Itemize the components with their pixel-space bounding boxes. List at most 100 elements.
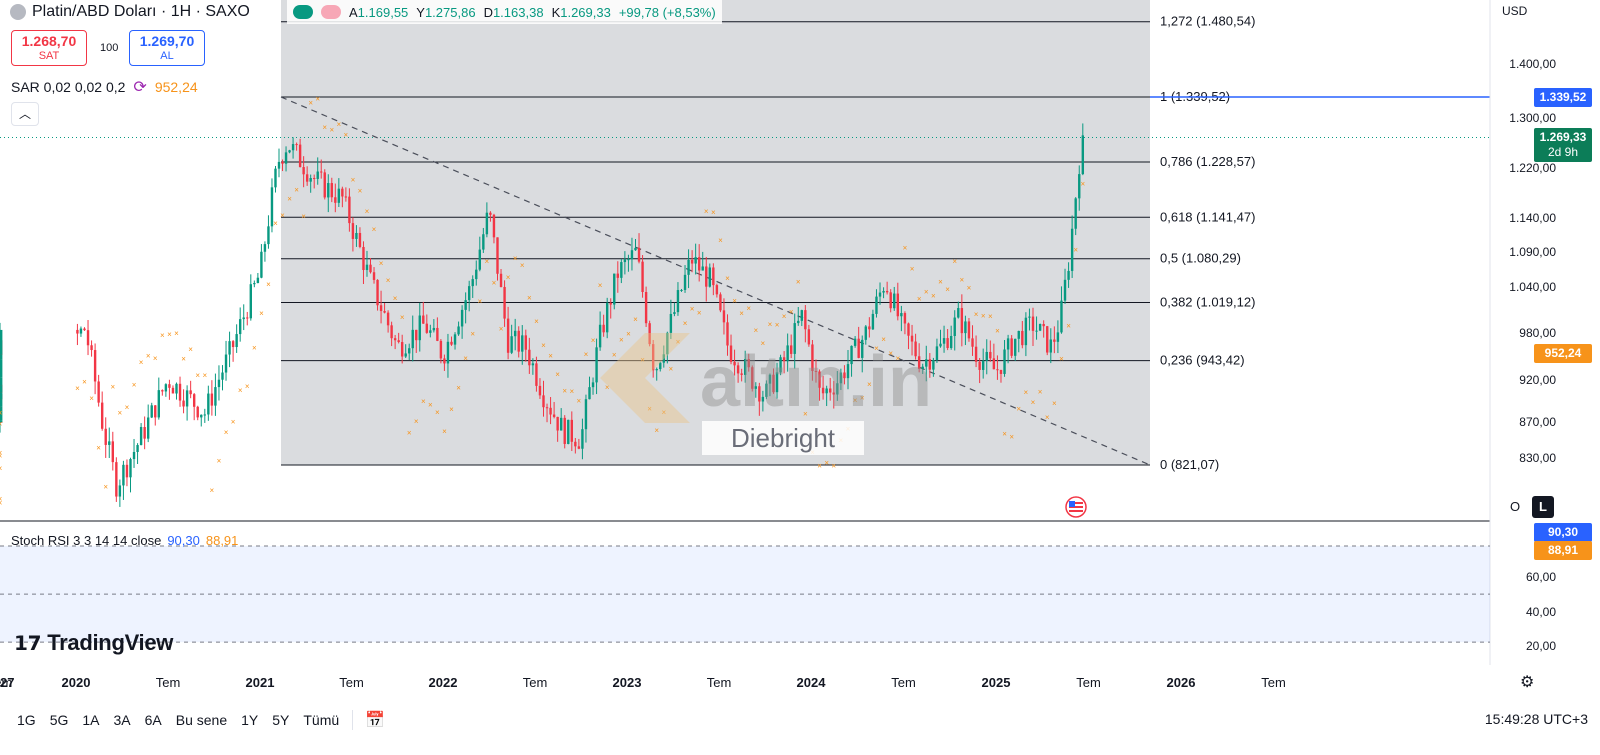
price-tick: 1.090,00: [1509, 245, 1556, 259]
sar-legend[interactable]: SAR 0,02 0,02 0,2 ⟳ 952,24: [11, 79, 198, 96]
range-button[interactable]: 6A: [144, 712, 162, 728]
candle-body: [320, 171, 323, 173]
rsi-tick: 60,00: [1526, 570, 1556, 584]
sync-icon[interactable]: ⟳: [133, 79, 147, 96]
candle-body: [253, 283, 256, 285]
candle-body: [210, 393, 214, 406]
candle-body: [740, 373, 743, 375]
candle-body: [383, 311, 386, 313]
sar-dot: ×: [259, 309, 264, 318]
candle-body: [1070, 228, 1074, 271]
clock[interactable]: 15:49:28 UTC+3: [1484, 711, 1588, 727]
sar-dot: ×: [739, 309, 744, 318]
ohlc-legend: A1.169,55 Y1.275,86 D1.163,38 K1.269,33 …: [287, 0, 722, 24]
sar-dot: ×: [210, 486, 215, 495]
collapse-legend-button[interactable]: ︿: [11, 102, 39, 126]
sar-dot: ×: [477, 297, 482, 306]
time-tick: Tem: [339, 675, 364, 690]
sar-dot: ×: [393, 294, 398, 303]
candle-body: [673, 312, 676, 314]
fibonacci-retracement[interactable]: 1,272 (1.480,54)1 (1.339,52)0,786 (1.228…: [281, 0, 1490, 472]
candle-body: [79, 328, 83, 334]
sell-button[interactable]: 1.268,70 SAT: [11, 30, 87, 66]
candle-body: [422, 315, 425, 324]
sar-dot: ×: [217, 457, 222, 466]
fib-label: 1,272 (1.480,54): [1160, 14, 1255, 29]
candle-body: [641, 261, 644, 292]
candle-body: [786, 345, 789, 362]
range-button[interactable]: 5Y: [272, 712, 290, 728]
trendline[interactable]: [280, 96, 1151, 466]
sar-dot: ×: [146, 351, 151, 360]
time-tick: 2022: [428, 675, 458, 690]
sar-dot: ×: [513, 254, 518, 263]
fib-label: 0 (821,07): [1160, 457, 1219, 472]
sar-dot: ×: [605, 383, 610, 392]
candle-body: [217, 379, 221, 388]
price-axis[interactable]: 1.400,00 1.300,00 1.220,00 1.140,00 1.090,00…: [1509, 57, 1556, 653]
sar-dot: ×: [351, 176, 356, 185]
candle-body: [415, 329, 418, 341]
sar-dot: ×: [661, 408, 666, 417]
candle-body: [864, 326, 867, 340]
us-flag-event-icon[interactable]: [1065, 496, 1087, 518]
range-button[interactable]: 3A: [113, 712, 131, 728]
candle-body: [168, 384, 171, 388]
candle-body: [939, 343, 942, 347]
chart-scale-toggle[interactable]: O: [1509, 499, 1521, 514]
range-button[interactable]: 1G: [17, 712, 36, 728]
symbol-title: Platin/ABD Doları · 1H · SAXO: [32, 3, 250, 20]
settings-icon[interactable]: ⚙: [1520, 674, 1535, 691]
candle-body: [443, 358, 446, 364]
tradingview-logo[interactable]: 𝟭𝟳 TradingView: [14, 630, 174, 655]
sar-dot: ×: [287, 194, 292, 203]
log-scale-toggle[interactable]: L: [1532, 496, 1554, 518]
candle-body: [570, 419, 573, 442]
candle-body: [609, 302, 612, 305]
candle-body: [348, 196, 351, 224]
currency-label[interactable]: USD: [1502, 4, 1528, 18]
calendar-icon[interactable]: 📅: [365, 712, 386, 729]
range-button[interactable]: Bu sene: [175, 712, 228, 728]
range-button[interactable]: 1Y: [241, 712, 259, 728]
candle-body: [351, 223, 355, 239]
candle-body: [577, 446, 581, 449]
range-button[interactable]: 1A: [82, 712, 100, 728]
candle-body: [807, 329, 811, 345]
candle-body: [115, 462, 118, 497]
candle-body: [450, 341, 453, 345]
candle-body: [464, 300, 467, 310]
candle-body: [104, 428, 107, 445]
candle-body: [298, 144, 302, 168]
candle-body: [0, 329, 3, 355]
candle-body: [277, 161, 281, 169]
symbol-legend[interactable]: Platin/ABD Doları · 1H · SAXO: [10, 3, 250, 21]
candle-body: [814, 370, 818, 372]
sar-dot: ×: [407, 428, 412, 437]
candle-body: [436, 327, 439, 341]
range-button[interactable]: Tümü: [303, 712, 340, 728]
candle-body: [369, 264, 372, 273]
sar-dot: ×: [1038, 388, 1043, 397]
candle-body: [132, 451, 136, 460]
sar-dot: ×: [132, 380, 137, 389]
buy-button[interactable]: 1.269,70 AL: [129, 30, 205, 66]
sar-dot: ×: [365, 207, 370, 216]
candle-body: [1049, 339, 1052, 353]
candle-body: [108, 441, 111, 445]
sar-dot: ×: [803, 410, 808, 419]
stoch-rsi-legend[interactable]: Stoch RSI 3 3 14 14 close 90,30 88,91: [11, 533, 239, 548]
sar-dot: ×: [732, 297, 737, 306]
candle-body: [429, 330, 432, 333]
candle-body: [861, 339, 864, 358]
candle-body: [662, 354, 665, 363]
sar-dot: ×: [492, 278, 497, 287]
indicator-toggle-icon[interactable]: [321, 5, 341, 19]
candle-body: [485, 212, 489, 235]
range-button[interactable]: 5G: [49, 712, 69, 728]
candle-body: [598, 324, 602, 348]
candle-body: [517, 330, 520, 352]
candle-body: [528, 349, 531, 366]
sar-dot: ×: [1045, 413, 1050, 422]
sar-dot: ×: [0, 494, 3, 503]
